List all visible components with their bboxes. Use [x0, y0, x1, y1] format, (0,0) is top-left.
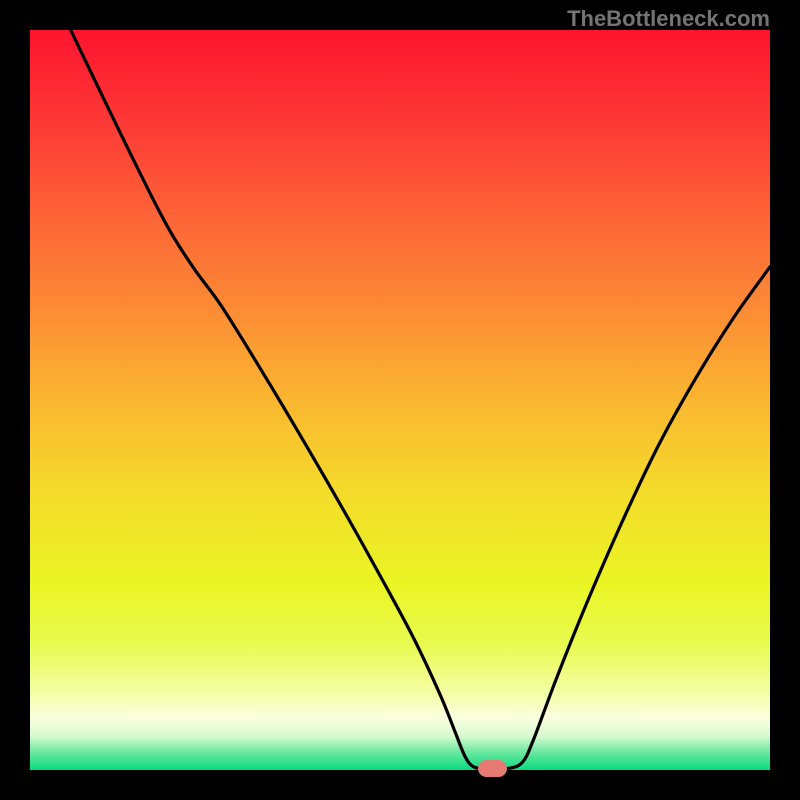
plot-area — [30, 30, 770, 770]
gradient-background — [30, 30, 770, 770]
bottleneck-chart: TheBottleneck.com — [0, 0, 800, 800]
optimal-marker — [478, 760, 508, 776]
watermark-text: TheBottleneck.com — [567, 6, 770, 32]
curve-layer — [30, 30, 770, 770]
